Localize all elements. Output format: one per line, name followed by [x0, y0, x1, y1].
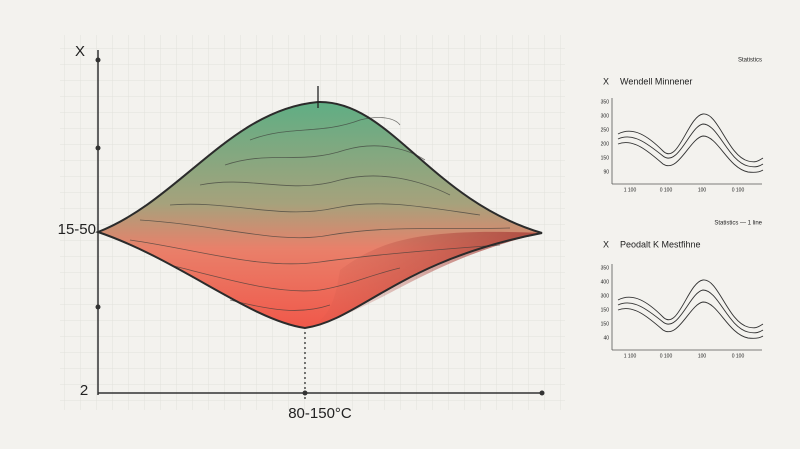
panel-y-tick: 200	[601, 141, 610, 147]
panel-title: Peodalt K Mestfihne	[620, 239, 701, 249]
axis-dots	[95, 57, 545, 396]
panel-y-tick: 300	[601, 113, 610, 119]
y-label-bottom: 2	[80, 382, 88, 399]
panel-curve	[617, 279, 764, 329]
panel-y-tick: 150	[601, 321, 610, 327]
surface	[98, 101, 542, 328]
panel-y-tick: 350	[601, 99, 610, 105]
panel-x-tick: 0 100	[732, 187, 745, 193]
panel-y-tick: 350	[601, 265, 610, 271]
panel-y-tick: 250	[601, 127, 610, 133]
panel-y-tick: 150	[601, 307, 610, 313]
panel-y-tick: 300	[601, 293, 610, 299]
panel-curve	[617, 113, 764, 163]
panel-note: Statistics — 1 line	[714, 221, 762, 227]
panel-x-tick: 1 100	[624, 187, 637, 193]
panel-y-tick: 40	[603, 335, 609, 341]
x-label: 80-150°C	[288, 405, 352, 422]
panel-y-tick: 150	[601, 155, 610, 161]
side-panel: Statistics — 1 line X Peodalt K Mestfihne 3…	[601, 221, 764, 359]
panel-y-tick: 90	[603, 169, 609, 175]
panel-marker: X	[603, 239, 609, 249]
panel-title: Wendell Minnener	[620, 76, 692, 86]
y-label-mid: 15-50	[58, 221, 96, 238]
side-panel: Statistics X Wendell Minnener 350 300 250 200 1…	[601, 58, 764, 193]
y-label-top: X	[75, 43, 85, 60]
panel-curve	[617, 289, 764, 334]
panel-x-tick: 1 100	[624, 353, 637, 359]
panel-x-tick: 0 100	[732, 353, 745, 359]
panel-y-tick: 400	[601, 279, 610, 285]
main-chart: X 15-50 2 80-150°C	[58, 43, 545, 422]
panel-curve	[617, 301, 764, 339]
contours	[129, 117, 511, 311]
panel-curve	[617, 135, 764, 173]
panel-x-tick: 0 100	[660, 187, 673, 193]
panel-x-tick: 100	[698, 353, 707, 359]
panel-x-tick: 0 100	[660, 353, 673, 359]
surface-outline	[95, 100, 543, 330]
panel-x-tick: 100	[698, 187, 707, 193]
panel-curve	[617, 123, 764, 168]
panel-marker: X	[603, 76, 609, 86]
panel-note: Statistics	[738, 58, 762, 64]
